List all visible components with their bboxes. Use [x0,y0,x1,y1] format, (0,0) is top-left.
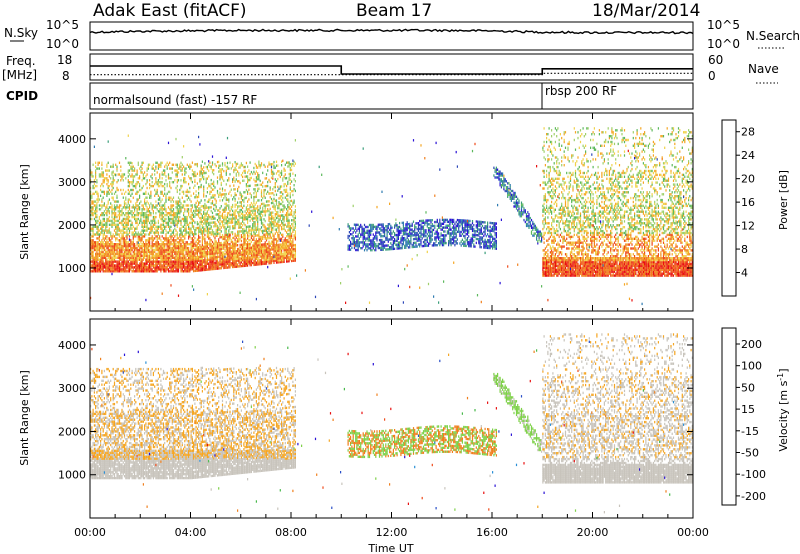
freq-label: Freq. [6,54,36,68]
power-colorbar-tick: 12 [741,220,755,233]
freq-panel: Freq. [MHz] 18 8 60 0 Nave [2,53,779,84]
power-colorbar-tick: 28 [741,126,755,139]
cpid-panel: CPID normalsound (fast) -157 RF rbsp 200… [6,82,694,110]
freq-tick-high: 18 [57,53,72,67]
velocity-colorbar-tick: -200 [741,490,766,503]
power-colorbar-label: Power [dB] [777,170,790,230]
nsky-trace [89,28,694,35]
date-label: 18/Mar/2014 [592,1,700,21]
freq-unit: [MHz] [2,68,37,82]
power-colorbar-tick: 8 [741,243,748,256]
slant-range-tick: 4000 [58,339,86,352]
slant-range-tick: 1000 [58,262,86,275]
power-colorbar-tick: 16 [741,196,755,209]
time-tick: 00:00 [74,526,106,539]
slant-range-tick: 2000 [58,425,86,438]
nsky-tick-low: 10^0 [46,37,79,51]
cpid-right-text: rbsp 200 RF [545,84,617,98]
power-colorbar-tick: 20 [741,173,755,186]
velocity-panel: 1000 2000 3000 4000 Slant Range [km] 200 100… [18,318,790,519]
time-axis-label: Time UT [367,542,413,554]
power-ylabel: Slant Range [km] [18,164,31,260]
power-colorbar-tick: 24 [741,149,755,162]
nave-tick-high: 60 [708,53,723,67]
velocity-colorbar-label: Velocity [m s-1] [776,368,790,451]
time-tick: 12:00 [376,526,408,539]
slant-range-tick: 2000 [58,219,86,232]
nave-tick-low: 0 [708,69,716,83]
cpid-label: CPID [6,89,38,103]
power-colorbar-tick: 4 [741,267,748,280]
time-axis: 00:00 04:00 08:00 12:00 16:00 20:00 00:00 [74,113,709,539]
time-tick: 04:00 [175,526,207,539]
velocity-colorbar-tick: 100 [741,360,762,373]
nave-trace [90,72,693,76]
time-tick: 00:00 [677,526,709,539]
nave-label: Nave [748,62,779,76]
cpid-left-text: normalsound (fast) -157 RF [93,93,257,107]
freq-trace [90,65,693,75]
velocity-colorbar-tick: -50 [741,447,759,460]
time-tick: 16:00 [476,526,508,539]
velocity-colorbar-tick: -15 [741,425,759,438]
nsky-tick-high: 10^5 [46,18,79,32]
power-panel: 1000 2000 3000 4000 Slant Range [km] 4 8 12 16… [18,112,790,312]
slant-range-tick: 3000 [58,382,86,395]
velocity-colorbar: 200 100 50 15 -15 -50 -100 -200 [721,327,766,506]
slant-range-tick: 3000 [58,176,86,189]
power-colorbar: 4 8 12 16 20 24 28 [721,119,755,297]
time-tick: 08:00 [275,526,307,539]
time-tick: 20:00 [577,526,609,539]
velocity-colorbar-tick: 200 [741,338,762,351]
velocity-colorbar-tick: 15 [741,403,755,416]
velocity-colorbar-tick: -100 [741,468,766,481]
nsearch-tick-high: 10^5 [707,18,740,32]
velocity-ylabel: Slant Range [km] [18,370,31,466]
freq-tick-low: 8 [62,69,70,83]
velocity-colorbar-tick: 50 [741,381,755,394]
radar-title: Adak East (fitACF) [93,1,247,21]
slant-range-tick: 1000 [58,469,86,482]
nsky-label: N.Sky [4,26,38,40]
nsearch-label: N.Search [746,29,800,43]
nsky-panel: N.Sky 10^5 10^0 10^5 10^0 N.Search [4,18,800,51]
nsearch-tick-low: 10^0 [707,37,740,51]
beam-label: Beam 17 [356,1,432,21]
slant-range-tick: 4000 [58,133,86,146]
